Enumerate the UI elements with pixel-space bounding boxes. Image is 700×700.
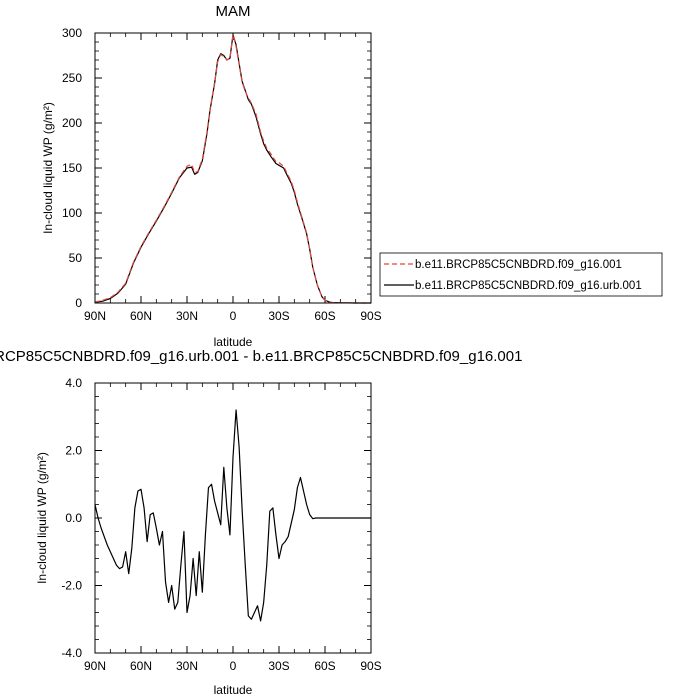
y-axis-label: In-cloud liquid WP (g/m²) (35, 452, 49, 584)
x-tick-label: 90N (84, 659, 106, 673)
x-tick-label: 30S (268, 659, 289, 673)
x-tick-label: 60S (314, 659, 335, 673)
x-tick-label: 90S (360, 659, 381, 673)
y-tick-label: -2.0 (61, 579, 82, 593)
x-axis-label: latitude (214, 335, 253, 349)
chart-title: MAM (216, 3, 251, 20)
x-axis-label: latitude (214, 683, 253, 697)
x-tick-label: 30S (268, 309, 289, 323)
tick-marks (94, 32, 372, 304)
x-tick-label: 60S (314, 309, 335, 323)
y-tick-label: 250 (62, 71, 82, 85)
panel-bottom: b.e11.BRCP85C5CNBDRD.f09_g16.urb.001 - b… (0, 348, 522, 697)
legend-label-2: b.e11.BRCP85C5CNBDRD.f09_g16.urb.001 (415, 280, 642, 292)
y-tick-label: 150 (62, 161, 82, 175)
series-group (94, 409, 371, 622)
legend-box (379, 252, 663, 297)
y-tick-label: -4.0 (61, 646, 82, 660)
y-tick-label: 2.0 (65, 444, 82, 458)
y-tick-label: 100 (62, 206, 82, 220)
legend-label-1: b.e11.BRCP85C5CNBDRD.f09_g16.001 (415, 259, 622, 271)
x-tick-label: 60N (130, 309, 152, 323)
panel-top: MAM 90N 60N 30N 0 30S 60S 90S 0 50 100 150 200 250 30… (41, 3, 663, 349)
tick-labels: 90N 60N 30N 0 30S 60S 90S -4.0 -2.0 0.0 2.0 4.0 (61, 376, 381, 673)
series-line-difference (94, 409, 371, 622)
tick-labels: 90N 60N 30N 0 30S 60S 90S 0 50 100 150 200 250 300 (62, 26, 382, 323)
series-line-urban (94, 34, 371, 304)
x-tick-label: 60N (130, 659, 152, 673)
chart-title: b.e11.BRCP85C5CNBDRD.f09_g16.urb.001 - b… (0, 348, 522, 365)
x-tick-label: 0 (230, 309, 237, 323)
x-tick-label: 90S (360, 309, 381, 323)
y-tick-label: 0.0 (65, 511, 82, 525)
x-tick-label: 90N (84, 309, 106, 323)
legend: b.e11.BRCP85C5CNBDRD.f09_g16.001 b.e11.B… (379, 252, 663, 297)
plot-frame (94, 32, 372, 304)
series-line-control (94, 34, 371, 304)
x-tick-label: 0 (230, 659, 237, 673)
y-tick-label: 300 (62, 26, 82, 40)
x-tick-label: 30N (176, 659, 198, 673)
y-tick-label: 0 (75, 296, 82, 310)
plot-frame (94, 382, 372, 654)
y-tick-label: 50 (69, 251, 83, 265)
series-group (94, 34, 371, 304)
x-tick-label: 30N (176, 309, 198, 323)
y-axis-label: In-cloud liquid WP (g/m²) (41, 102, 55, 234)
y-tick-label: 200 (62, 116, 82, 130)
y-tick-label: 4.0 (65, 376, 82, 390)
